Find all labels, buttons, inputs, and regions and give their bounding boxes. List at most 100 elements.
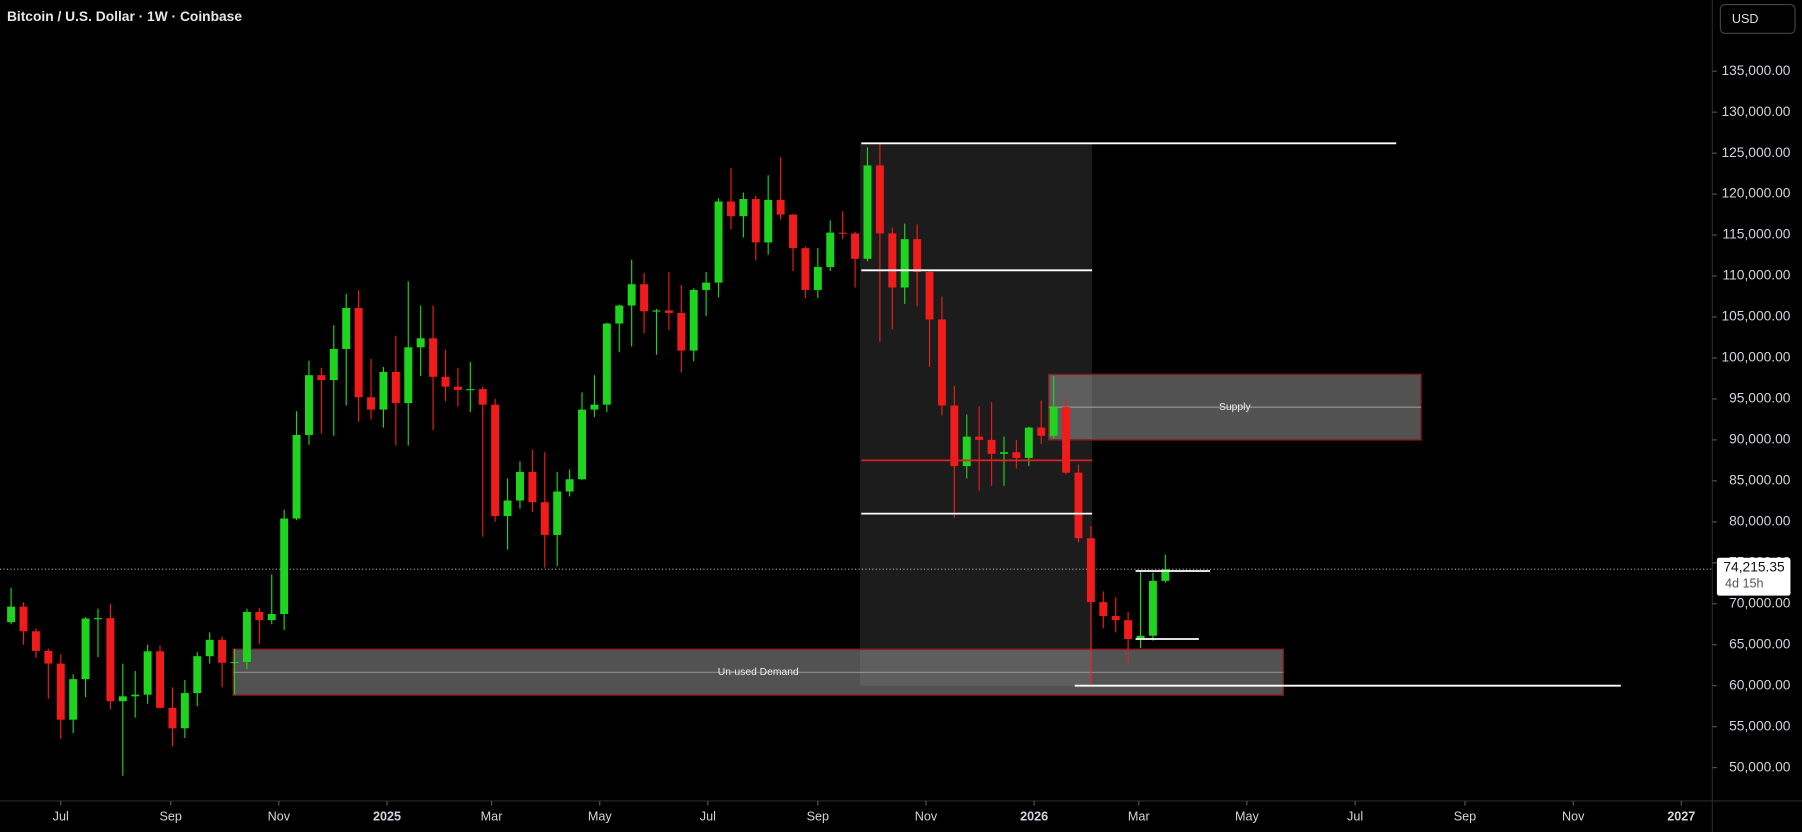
- x-tick-label: Nov: [268, 809, 291, 823]
- candle-body: [602, 323, 611, 405]
- candle-body: [1148, 580, 1157, 636]
- candle-body: [329, 348, 338, 381]
- candle-body: [416, 338, 425, 348]
- y-tick-label: 80,000.00: [1729, 513, 1791, 528]
- candle-body: [789, 214, 797, 249]
- y-tick-label: 125,000.00: [1721, 145, 1790, 160]
- candle-body: [218, 639, 227, 663]
- candle-body: [81, 618, 90, 680]
- candle-body: [193, 656, 202, 694]
- candle-body: [44, 650, 53, 664]
- candle-body: [801, 248, 810, 290]
- candle-body: [143, 651, 152, 695]
- x-tick-label: Jul: [1347, 809, 1363, 823]
- y-tick-label: 90,000.00: [1729, 432, 1791, 447]
- candle-body: [180, 693, 189, 729]
- candle-body: [19, 606, 28, 632]
- x-tick-label: 2027: [1667, 809, 1695, 823]
- currency-label[interactable]: USD: [1732, 12, 1759, 26]
- candle-body: [1124, 620, 1133, 639]
- candle-body: [776, 199, 785, 215]
- candle-body: [7, 606, 16, 623]
- candle-body: [937, 319, 946, 406]
- candle-body: [987, 439, 996, 454]
- x-tick-label: May: [1235, 809, 1260, 823]
- candle-body: [689, 289, 698, 351]
- candle-body: [31, 631, 40, 651]
- candle-body: [751, 199, 760, 243]
- candle-body: [168, 707, 177, 729]
- candle-body: [56, 663, 65, 720]
- candle-body: [205, 639, 214, 657]
- candle-body: [1111, 616, 1120, 621]
- candle-body: [280, 518, 289, 615]
- candle-body: [714, 201, 723, 283]
- zone-label: Supply: [1219, 402, 1251, 413]
- y-tick-label: 120,000.00: [1721, 186, 1790, 201]
- candle-body: [1136, 635, 1145, 639]
- y-tick-label: 65,000.00: [1729, 636, 1791, 651]
- y-tick-label: 70,000.00: [1729, 595, 1791, 610]
- candle-body: [391, 371, 400, 404]
- candle-body: [453, 386, 462, 390]
- plot-area: Supply Un-used Demand: [0, 142, 1713, 776]
- candle-body: [962, 436, 971, 467]
- candle-body: [1062, 407, 1071, 473]
- currency-button[interactable]: [1719, 4, 1796, 34]
- candle-body: [242, 611, 251, 662]
- candle-body: [478, 389, 487, 405]
- candle-body: [1086, 538, 1095, 603]
- candle-body: [1074, 472, 1083, 539]
- x-tick-label: Sep: [1454, 809, 1476, 823]
- candle-body: [900, 239, 909, 288]
- candle-body: [317, 375, 326, 381]
- candle-body: [590, 404, 599, 410]
- candle-body: [230, 661, 239, 664]
- candle-body: [429, 338, 438, 377]
- chart-title: Bitcoin / U.S. Dollar · 1W · Coinbase: [7, 9, 242, 24]
- candle-body: [131, 694, 140, 697]
- candle-body: [813, 267, 822, 290]
- candle-body: [851, 233, 860, 259]
- candle-body: [652, 310, 661, 312]
- candle-body: [925, 271, 934, 320]
- candle-body: [1099, 602, 1108, 617]
- candle-body: [739, 199, 748, 217]
- candle-body: [354, 307, 363, 398]
- candle-body: [1012, 452, 1021, 458]
- candle-body: [950, 405, 959, 467]
- y-tick-label: 50,000.00: [1729, 759, 1791, 774]
- candle-body: [367, 397, 375, 410]
- candle-body: [888, 233, 897, 288]
- candle-body: [1161, 569, 1170, 581]
- candle-body: [640, 284, 649, 312]
- candle-body: [1049, 407, 1058, 436]
- x-tick-label: Sep: [159, 809, 181, 823]
- zone-label: Un-used Demand: [718, 667, 799, 678]
- candle-body: [875, 165, 884, 234]
- candle-body: [267, 614, 276, 621]
- candle-body: [1037, 427, 1046, 436]
- candle-body: [156, 651, 165, 708]
- x-tick-label: Mar: [1128, 809, 1150, 823]
- candle-body: [404, 347, 413, 404]
- x-tick-label: Jul: [700, 809, 716, 823]
- y-tick-label: 95,000.00: [1729, 391, 1791, 406]
- candle-body: [106, 618, 115, 702]
- x-tick-label: 2025: [373, 809, 401, 823]
- candle-body: [615, 305, 624, 324]
- x-tick-label: Jul: [53, 809, 69, 823]
- candle-body: [379, 371, 388, 410]
- candle-body: [304, 375, 313, 435]
- last-price-label: 74,215.35: [1723, 560, 1785, 575]
- candle-body: [342, 307, 351, 349]
- candle-body: [1024, 427, 1033, 458]
- candle-body: [975, 436, 984, 440]
- candle-body: [913, 239, 922, 272]
- x-tick-label: 2026: [1020, 809, 1048, 823]
- candle-body: [627, 284, 636, 306]
- countdown-label: 4d 15h: [1725, 577, 1764, 591]
- y-tick-label: 115,000.00: [1723, 227, 1791, 242]
- candle-body: [69, 679, 78, 720]
